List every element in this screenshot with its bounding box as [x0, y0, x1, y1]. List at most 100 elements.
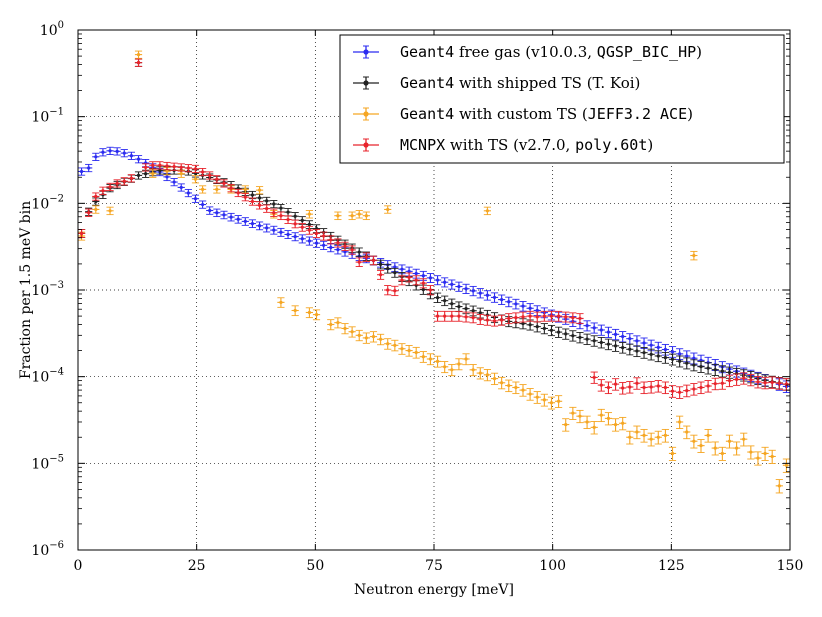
y-tick-label: 10−1 [31, 107, 64, 126]
marker [265, 199, 269, 203]
marker [400, 278, 404, 282]
marker [777, 381, 781, 385]
marker [222, 213, 226, 217]
marker [535, 315, 539, 319]
data-point [455, 281, 463, 292]
data-point [654, 380, 662, 393]
x-tick-label: 125 [658, 558, 685, 574]
legend-marker-dot [363, 111, 369, 117]
data-point [206, 206, 214, 215]
marker [215, 211, 219, 215]
marker [136, 61, 141, 65]
marker [165, 175, 169, 179]
marker [421, 274, 425, 278]
marker [364, 336, 368, 340]
marker [457, 284, 461, 289]
marker [678, 352, 682, 356]
data-point [327, 319, 335, 331]
marker [564, 422, 568, 427]
marker [428, 288, 433, 292]
marker [742, 376, 746, 380]
marker [471, 289, 475, 293]
data-point [590, 371, 598, 384]
marker [756, 456, 760, 460]
data-point [312, 229, 321, 238]
data-point [775, 479, 783, 494]
marker [158, 168, 162, 172]
data-point [426, 285, 435, 296]
y-tick-label: 10−5 [31, 453, 64, 472]
data-point [170, 178, 178, 187]
data-point [647, 348, 655, 361]
data-point [384, 205, 392, 214]
legend-label-part: ) [696, 43, 702, 61]
marker [136, 157, 141, 161]
marker [350, 248, 354, 252]
marker [784, 463, 789, 467]
data-point [526, 310, 534, 322]
marker [663, 356, 668, 360]
data-point [569, 330, 577, 342]
data-point [419, 278, 427, 289]
data-point [754, 376, 762, 389]
data-point [177, 169, 185, 178]
data-point [576, 332, 584, 344]
marker [663, 433, 668, 438]
data-point [305, 225, 313, 235]
data-point [277, 227, 285, 237]
data-point [412, 275, 420, 286]
data-point [569, 406, 577, 420]
legend-label-part: MCNPX [400, 136, 445, 154]
series-3 [77, 50, 791, 494]
legend-marker-dot [363, 80, 369, 86]
marker [414, 278, 418, 282]
y-tick-exponent: 0 [58, 20, 64, 31]
y-tick-base: 10 [31, 110, 49, 126]
marker [549, 401, 554, 405]
marker [720, 451, 724, 456]
marker [464, 315, 468, 319]
data-point [120, 177, 128, 186]
marker [428, 276, 433, 280]
marker [692, 356, 696, 360]
data-point [697, 360, 705, 373]
data-point [590, 322, 598, 334]
marker [279, 230, 283, 234]
data-point [562, 328, 570, 340]
marker [265, 226, 269, 230]
data-point [312, 309, 321, 321]
legend-label: Geant4 with shipped TS (T. Koi) [400, 74, 640, 92]
marker [393, 289, 397, 293]
series-4 [77, 58, 791, 399]
marker [179, 165, 183, 169]
data-point [519, 311, 527, 323]
data-point [277, 211, 285, 221]
marker [443, 280, 447, 284]
data-point [747, 373, 755, 387]
data-point [92, 205, 100, 214]
legend-entry-3: Geant4 with custom TS (JEFF3.2 ACE) [353, 105, 693, 123]
y-tick-label: 100 [40, 20, 64, 39]
data-point [99, 186, 107, 195]
legend-label-part: QGSP_BIC_HP [597, 43, 696, 61]
data-point [270, 208, 278, 217]
data-point [113, 147, 121, 156]
data-point [284, 215, 292, 224]
data-point [384, 285, 392, 296]
marker [371, 334, 376, 339]
data-point [277, 297, 285, 308]
marker [215, 187, 219, 191]
marker [521, 321, 525, 326]
marker [421, 281, 425, 285]
marker [165, 169, 169, 173]
data-point [583, 415, 591, 429]
data-point [498, 314, 506, 326]
data-point [341, 323, 349, 335]
data-point [355, 210, 363, 219]
marker [293, 222, 297, 226]
marker [307, 239, 311, 243]
marker [649, 437, 653, 441]
marker [628, 337, 632, 341]
data-point [733, 441, 741, 456]
marker [635, 339, 639, 343]
